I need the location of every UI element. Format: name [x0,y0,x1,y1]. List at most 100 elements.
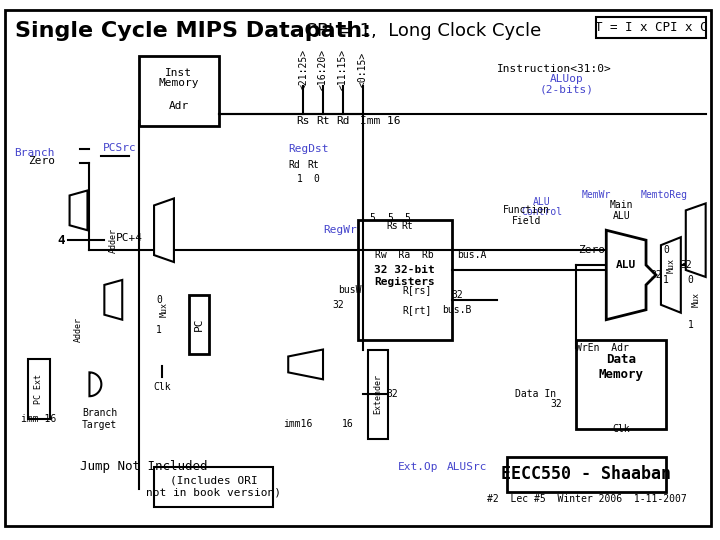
Text: Inst: Inst [166,68,192,78]
Text: Main
ALU: Main ALU [609,200,633,221]
Text: WrEn  Adr: WrEn Adr [577,342,629,353]
Text: 0: 0 [313,173,319,184]
Text: Adder: Adder [74,317,83,342]
Text: 16: 16 [342,419,354,429]
Text: Branch: Branch [14,148,55,158]
Text: Memory: Memory [158,78,199,88]
Text: <11:15>: <11:15> [338,49,348,90]
Text: PCSrc: PCSrc [102,143,136,153]
Polygon shape [606,230,656,320]
Text: Mux: Mux [691,292,701,307]
Text: #2  Lec #5  Winter 2006  1-11-2007: #2 Lec #5 Winter 2006 1-11-2007 [487,494,686,504]
Text: Rs: Rs [297,116,310,126]
Text: RegWr: RegWr [323,225,357,235]
Text: bus.B: bus.B [443,305,472,315]
Text: ALUSrc: ALUSrc [447,462,487,472]
Bar [139,56,219,126]
Text: 1: 1 [156,325,162,335]
Text: 32 32-bit: 32 32-bit [374,265,435,275]
Bar [154,467,274,507]
Text: Rw  Ra  Rb: Rw Ra Rb [375,250,434,260]
Text: Mux: Mux [667,258,675,273]
Text: PC: PC [194,318,204,332]
Text: 1: 1 [688,320,693,329]
Text: (2-bits): (2-bits) [539,84,593,94]
Text: 5: 5 [387,213,394,224]
Polygon shape [89,373,102,396]
Text: Rt: Rt [316,116,330,126]
Polygon shape [661,237,681,313]
Text: MemWr: MemWr [582,191,611,200]
Text: 32: 32 [387,389,398,399]
Text: <0:15>: <0:15> [358,52,368,87]
Text: imm 16: imm 16 [21,414,56,424]
Bar [28,360,50,419]
Polygon shape [288,349,323,379]
Text: Extender: Extender [373,374,382,414]
Text: 32: 32 [551,399,562,409]
Text: Adr: Adr [168,101,189,111]
Polygon shape [104,280,122,320]
Text: CPI = 1,  Long Clock Cycle: CPI = 1, Long Clock Cycle [293,23,541,40]
Text: Clk: Clk [613,424,630,434]
Text: 32: 32 [650,270,662,280]
Text: RegDst: RegDst [288,144,329,154]
Text: Instruction<31:0>: Instruction<31:0> [497,64,612,74]
Polygon shape [685,204,706,277]
Text: 4: 4 [58,234,66,247]
Text: Ext.Op: Ext.Op [397,462,438,472]
Text: Registers: Registers [374,277,435,287]
Text: Data: Data [606,353,636,366]
Text: MemtoReg: MemtoReg [641,191,688,200]
Text: PC Ext: PC Ext [35,374,43,404]
Text: 1: 1 [663,275,669,285]
Bar [507,457,666,491]
Polygon shape [154,198,174,262]
Text: Rd: Rd [288,160,300,170]
Text: <16:20>: <16:20> [318,49,328,90]
Text: <21:25>: <21:25> [298,49,308,90]
Text: T = I x CPI x C: T = I x CPI x C [595,21,707,34]
Text: bus.A: bus.A [457,250,487,260]
Text: Data In: Data In [516,389,557,399]
Text: Memory: Memory [599,368,644,381]
Text: (Includes ORI
not in book version): (Includes ORI not in book version) [146,476,282,497]
Text: Jump Not Included: Jump Not Included [79,460,207,473]
Text: 5: 5 [370,213,376,224]
Text: Mux: Mux [160,302,168,318]
Text: 1: 1 [297,173,303,184]
Text: R[rs]: R[rs] [402,285,432,295]
Bar [577,340,666,429]
Text: 0: 0 [688,275,693,285]
Text: Rt: Rt [402,221,413,231]
Text: ALU: ALU [616,260,636,270]
Text: PC+4: PC+4 [116,233,143,243]
Bar [596,17,706,38]
Text: busW: busW [338,285,361,295]
Polygon shape [70,191,87,230]
Text: 32: 32 [451,290,463,300]
Text: 32: 32 [332,300,343,310]
Text: Branch
Target: Branch Target [82,408,117,430]
Text: imm16: imm16 [284,419,313,429]
Bar [368,349,387,439]
Text: Single Cycle MIPS Datapath:: Single Cycle MIPS Datapath: [15,22,371,42]
Text: R[rt]: R[rt] [402,305,432,315]
Text: Rd: Rd [336,116,350,126]
Text: 0: 0 [663,245,669,255]
Text: ALU: ALU [533,198,551,207]
Text: Zero: Zero [578,245,605,255]
Text: Adder: Adder [109,228,118,253]
Text: 5: 5 [405,213,410,224]
Text: ALUop: ALUop [549,74,583,84]
Text: Control: Control [521,207,562,218]
Text: Clk: Clk [153,382,171,392]
Bar [358,220,452,340]
Text: Rs: Rs [387,221,398,231]
Text: EECC550 - Shaaban: EECC550 - Shaaban [501,465,671,483]
Text: Function
Field: Function Field [503,205,550,226]
Text: Zero: Zero [27,156,55,166]
Bar [189,295,209,354]
Text: Rt: Rt [307,160,319,170]
Text: Imm 16: Imm 16 [361,116,401,126]
